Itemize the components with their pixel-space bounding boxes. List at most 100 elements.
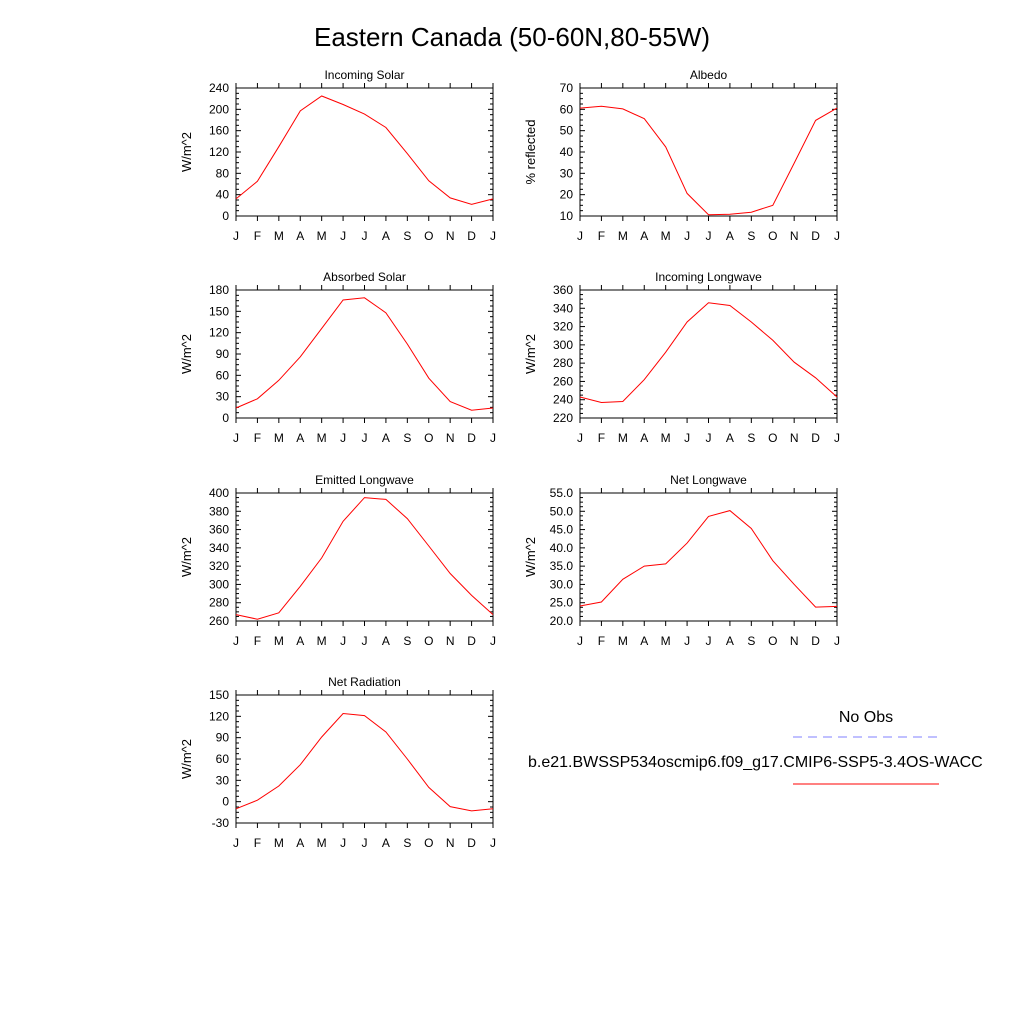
y-tick-label: 80 xyxy=(216,166,230,180)
y-tick-label: 120 xyxy=(209,326,229,340)
x-tick-label: J xyxy=(684,431,690,445)
x-tick-label: J xyxy=(233,229,239,243)
chart-title: Incoming Longwave xyxy=(655,270,762,284)
y-tick-label: 55.0 xyxy=(550,486,574,500)
y-tick-label: 360 xyxy=(209,523,229,537)
x-tick-label: F xyxy=(598,229,605,243)
y-tick-label: 25.0 xyxy=(550,596,574,610)
y-tick-label: 150 xyxy=(209,304,229,318)
y-tick-label: 60 xyxy=(216,368,230,382)
y-axis-label: W/m^2 xyxy=(179,132,194,172)
y-tick-label: 260 xyxy=(553,374,573,388)
y-axis-label: W/m^2 xyxy=(179,334,194,374)
x-tick-label: J xyxy=(233,634,239,648)
x-tick-label: F xyxy=(254,229,261,243)
x-tick-label: N xyxy=(790,431,799,445)
y-tick-label: 20 xyxy=(560,188,574,202)
x-tick-label: F xyxy=(254,836,261,850)
plot-frame xyxy=(579,87,838,217)
x-tick-label: D xyxy=(811,634,820,648)
plot-frame xyxy=(235,87,494,217)
y-tick-label: 380 xyxy=(209,504,229,518)
x-tick-label: J xyxy=(577,431,583,445)
y-tick-label: 340 xyxy=(209,541,229,555)
y-tick-label: 70 xyxy=(560,81,574,95)
y-tick-label: 0 xyxy=(222,411,229,425)
x-tick-label: D xyxy=(467,431,476,445)
x-tick-label: N xyxy=(446,431,455,445)
y-tick-label: 0 xyxy=(222,209,229,223)
chart-title: Albedo xyxy=(690,68,728,82)
x-tick-label: S xyxy=(747,431,755,445)
x-tick-label: M xyxy=(274,229,284,243)
y-tick-label: 35.0 xyxy=(550,559,574,573)
y-tick-label: 30 xyxy=(216,773,230,787)
x-tick-label: O xyxy=(768,431,777,445)
x-tick-label: J xyxy=(490,431,496,445)
x-tick-label: D xyxy=(811,431,820,445)
y-tick-label: 400 xyxy=(209,486,229,500)
x-tick-label: A xyxy=(296,431,304,445)
x-tick-label: A xyxy=(296,836,304,850)
x-tick-label: M xyxy=(274,431,284,445)
x-tick-label: A xyxy=(382,634,390,648)
y-axis-label: W/m^2 xyxy=(523,334,538,374)
chart-title: Net Longwave xyxy=(670,473,747,487)
x-tick-label: A xyxy=(726,634,734,648)
y-tick-label: 260 xyxy=(209,614,229,628)
y-tick-label: 300 xyxy=(209,577,229,591)
series-line-model xyxy=(579,510,838,608)
x-tick-label: S xyxy=(403,229,411,243)
plot-frame xyxy=(579,492,838,622)
chart-title: Absorbed Solar xyxy=(323,270,406,284)
legend: No Obs b.e21.BWSSP534oscmip6.f09_g17.CMI… xyxy=(528,709,983,785)
x-tick-label: J xyxy=(834,431,840,445)
x-tick-label: A xyxy=(640,229,648,243)
x-tick-label: D xyxy=(467,634,476,648)
x-tick-label: J xyxy=(340,836,346,850)
y-tick-label: 30.0 xyxy=(550,577,574,591)
x-tick-label: N xyxy=(446,634,455,648)
x-tick-label: M xyxy=(661,431,671,445)
y-tick-label: 120 xyxy=(209,709,229,723)
x-tick-label: J xyxy=(490,634,496,648)
x-tick-label: J xyxy=(834,634,840,648)
plot-frame xyxy=(579,289,838,419)
y-tick-label: 340 xyxy=(553,301,573,315)
y-tick-label: 90 xyxy=(216,347,230,361)
y-tick-label: 90 xyxy=(216,731,230,745)
y-axis-label: W/m^2 xyxy=(179,537,194,577)
y-tick-label: 320 xyxy=(553,320,573,334)
y-tick-label: 40.0 xyxy=(550,541,574,555)
x-tick-label: J xyxy=(490,836,496,850)
x-tick-label: J xyxy=(340,229,346,243)
x-tick-label: J xyxy=(577,634,583,648)
x-tick-label: O xyxy=(424,431,433,445)
series-line-model xyxy=(235,95,494,205)
x-tick-label: A xyxy=(640,431,648,445)
y-tick-label: 30 xyxy=(216,390,230,404)
x-tick-label: N xyxy=(790,229,799,243)
legend-obs-label: No Obs xyxy=(839,709,893,726)
x-tick-label: M xyxy=(618,431,628,445)
y-tick-label: 60 xyxy=(216,752,230,766)
plot-frame xyxy=(235,492,494,622)
x-tick-label: J xyxy=(684,634,690,648)
y-tick-label: 60 xyxy=(560,102,574,116)
x-tick-label: M xyxy=(661,634,671,648)
x-tick-label: A xyxy=(382,836,390,850)
y-tick-label: 50 xyxy=(560,124,574,138)
page-title: Eastern Canada (50-60N,80-55W) xyxy=(314,22,710,52)
x-tick-label: J xyxy=(233,431,239,445)
y-tick-label: 120 xyxy=(209,145,229,159)
x-tick-label: D xyxy=(467,229,476,243)
x-tick-label: O xyxy=(424,634,433,648)
x-tick-label: M xyxy=(618,634,628,648)
x-tick-label: D xyxy=(467,836,476,850)
x-tick-label: N xyxy=(790,634,799,648)
y-tick-label: 180 xyxy=(209,283,229,297)
x-tick-label: J xyxy=(706,431,712,445)
x-tick-label: S xyxy=(403,431,411,445)
